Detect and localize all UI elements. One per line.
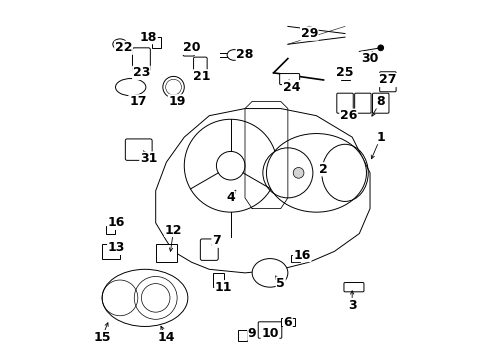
Text: 16: 16 — [108, 216, 125, 229]
Text: 9: 9 — [248, 327, 256, 340]
Text: 20: 20 — [183, 41, 200, 54]
Text: 23: 23 — [133, 66, 150, 79]
Text: 22: 22 — [115, 41, 132, 54]
Circle shape — [378, 45, 384, 51]
FancyBboxPatch shape — [281, 318, 295, 327]
FancyBboxPatch shape — [132, 48, 150, 71]
Text: 14: 14 — [158, 331, 175, 344]
Text: 26: 26 — [340, 109, 357, 122]
Text: 30: 30 — [361, 52, 379, 65]
Text: 24: 24 — [283, 81, 300, 94]
Ellipse shape — [252, 258, 288, 287]
Text: 21: 21 — [194, 70, 211, 83]
Text: 10: 10 — [261, 327, 279, 340]
FancyBboxPatch shape — [213, 273, 223, 287]
Text: 11: 11 — [215, 281, 232, 294]
FancyBboxPatch shape — [355, 93, 371, 113]
FancyBboxPatch shape — [344, 283, 364, 292]
FancyBboxPatch shape — [238, 330, 247, 341]
Ellipse shape — [116, 78, 146, 96]
FancyBboxPatch shape — [280, 73, 300, 85]
FancyBboxPatch shape — [380, 72, 396, 92]
Text: 16: 16 — [294, 248, 311, 261]
FancyBboxPatch shape — [152, 37, 161, 48]
Ellipse shape — [227, 50, 242, 60]
FancyBboxPatch shape — [106, 226, 115, 234]
Text: 19: 19 — [169, 95, 186, 108]
Ellipse shape — [113, 39, 127, 50]
FancyBboxPatch shape — [156, 244, 177, 262]
FancyBboxPatch shape — [337, 93, 353, 113]
Ellipse shape — [267, 134, 367, 212]
Text: 4: 4 — [226, 192, 235, 204]
FancyBboxPatch shape — [342, 73, 350, 80]
Circle shape — [293, 167, 304, 178]
FancyBboxPatch shape — [258, 322, 282, 338]
FancyBboxPatch shape — [194, 57, 207, 74]
FancyBboxPatch shape — [292, 255, 300, 262]
Text: 27: 27 — [379, 73, 396, 86]
Text: 18: 18 — [140, 31, 157, 44]
FancyBboxPatch shape — [102, 244, 120, 258]
Text: 2: 2 — [319, 163, 328, 176]
Text: 7: 7 — [212, 234, 221, 247]
Text: 15: 15 — [94, 331, 111, 344]
Text: 1: 1 — [376, 131, 385, 144]
Text: 12: 12 — [165, 224, 182, 237]
Text: 25: 25 — [336, 66, 354, 79]
Text: 3: 3 — [348, 298, 357, 311]
FancyBboxPatch shape — [200, 239, 218, 260]
Text: 6: 6 — [284, 316, 292, 329]
FancyBboxPatch shape — [125, 139, 152, 160]
Text: 17: 17 — [129, 95, 147, 108]
FancyBboxPatch shape — [372, 93, 389, 113]
Text: 13: 13 — [108, 241, 125, 255]
Text: 29: 29 — [300, 27, 318, 40]
Ellipse shape — [102, 269, 188, 327]
Text: 31: 31 — [140, 152, 157, 165]
Text: 5: 5 — [276, 277, 285, 290]
Circle shape — [306, 26, 313, 33]
Text: 28: 28 — [236, 49, 254, 62]
Text: 8: 8 — [376, 95, 385, 108]
FancyBboxPatch shape — [183, 45, 194, 56]
